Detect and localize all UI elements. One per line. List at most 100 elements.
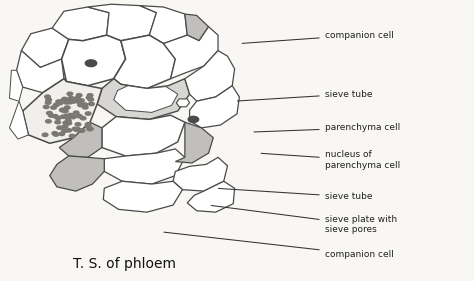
Polygon shape bbox=[50, 156, 104, 191]
Polygon shape bbox=[114, 35, 175, 89]
Circle shape bbox=[63, 121, 69, 124]
Polygon shape bbox=[187, 181, 235, 212]
Circle shape bbox=[85, 124, 91, 128]
Circle shape bbox=[64, 99, 70, 102]
Circle shape bbox=[60, 108, 65, 112]
Circle shape bbox=[66, 129, 72, 132]
Circle shape bbox=[88, 98, 93, 101]
Polygon shape bbox=[176, 99, 190, 107]
Polygon shape bbox=[164, 27, 218, 79]
Circle shape bbox=[55, 116, 61, 120]
Circle shape bbox=[87, 127, 93, 131]
Circle shape bbox=[59, 132, 64, 135]
Circle shape bbox=[57, 126, 63, 129]
Circle shape bbox=[48, 114, 54, 117]
Text: sieve tube: sieve tube bbox=[219, 189, 372, 201]
Circle shape bbox=[89, 102, 94, 106]
Polygon shape bbox=[103, 181, 182, 212]
Circle shape bbox=[60, 99, 65, 103]
Circle shape bbox=[79, 129, 85, 132]
Polygon shape bbox=[102, 115, 185, 156]
Text: companion cell: companion cell bbox=[242, 31, 393, 43]
Text: sieve tube: sieve tube bbox=[237, 90, 372, 101]
Polygon shape bbox=[173, 157, 228, 191]
Circle shape bbox=[74, 96, 80, 100]
Circle shape bbox=[46, 120, 51, 123]
Polygon shape bbox=[9, 70, 23, 101]
Circle shape bbox=[65, 116, 71, 119]
Polygon shape bbox=[97, 79, 190, 119]
Circle shape bbox=[43, 105, 49, 108]
Circle shape bbox=[64, 106, 70, 109]
Circle shape bbox=[85, 123, 91, 126]
Circle shape bbox=[60, 108, 65, 112]
Circle shape bbox=[82, 103, 88, 106]
Circle shape bbox=[79, 99, 84, 102]
Circle shape bbox=[85, 60, 97, 67]
Circle shape bbox=[51, 106, 56, 109]
Text: T. S. of phloem: T. S. of phloem bbox=[73, 257, 176, 271]
Circle shape bbox=[65, 119, 71, 123]
Circle shape bbox=[62, 97, 67, 101]
Text: sieve plate with
sieve pores: sieve plate with sieve pores bbox=[211, 205, 397, 235]
Text: parenchyma cell: parenchyma cell bbox=[254, 123, 400, 132]
Circle shape bbox=[88, 127, 93, 131]
Circle shape bbox=[66, 121, 72, 125]
Circle shape bbox=[72, 127, 78, 131]
Circle shape bbox=[46, 111, 52, 115]
Circle shape bbox=[64, 101, 69, 104]
Polygon shape bbox=[114, 86, 178, 112]
Circle shape bbox=[73, 111, 79, 114]
Circle shape bbox=[55, 121, 61, 124]
Circle shape bbox=[67, 100, 73, 103]
Polygon shape bbox=[59, 122, 102, 157]
Circle shape bbox=[42, 133, 48, 137]
Circle shape bbox=[77, 129, 83, 132]
Circle shape bbox=[68, 114, 73, 117]
Circle shape bbox=[76, 114, 82, 118]
Circle shape bbox=[78, 103, 83, 107]
Circle shape bbox=[45, 95, 50, 98]
Circle shape bbox=[64, 114, 69, 118]
Circle shape bbox=[86, 96, 92, 99]
Circle shape bbox=[52, 115, 58, 118]
Circle shape bbox=[56, 100, 62, 103]
Circle shape bbox=[53, 133, 59, 136]
Polygon shape bbox=[17, 51, 64, 93]
Circle shape bbox=[67, 92, 73, 96]
Polygon shape bbox=[88, 4, 156, 41]
Circle shape bbox=[52, 132, 57, 135]
Circle shape bbox=[46, 98, 52, 101]
Circle shape bbox=[60, 115, 66, 119]
Circle shape bbox=[188, 116, 199, 123]
Circle shape bbox=[74, 127, 80, 131]
Polygon shape bbox=[62, 35, 126, 86]
Circle shape bbox=[80, 117, 86, 120]
Circle shape bbox=[67, 101, 73, 104]
Polygon shape bbox=[52, 7, 109, 41]
Circle shape bbox=[62, 129, 67, 132]
Circle shape bbox=[68, 96, 74, 100]
Circle shape bbox=[75, 123, 81, 126]
Polygon shape bbox=[23, 79, 102, 143]
Polygon shape bbox=[21, 28, 69, 67]
Text: nucleus of
parenchyma cell: nucleus of parenchyma cell bbox=[261, 150, 400, 170]
Polygon shape bbox=[190, 86, 239, 128]
Polygon shape bbox=[185, 51, 235, 101]
Polygon shape bbox=[104, 149, 185, 184]
Circle shape bbox=[82, 106, 88, 109]
Circle shape bbox=[71, 100, 76, 103]
Polygon shape bbox=[185, 14, 209, 41]
Circle shape bbox=[46, 101, 51, 104]
Circle shape bbox=[76, 94, 82, 97]
Circle shape bbox=[74, 128, 80, 132]
Circle shape bbox=[69, 134, 75, 138]
Polygon shape bbox=[175, 122, 213, 163]
Circle shape bbox=[87, 94, 93, 97]
Circle shape bbox=[85, 112, 91, 115]
Polygon shape bbox=[140, 6, 187, 44]
Circle shape bbox=[62, 125, 68, 128]
Text: companion cell: companion cell bbox=[164, 232, 393, 259]
Circle shape bbox=[57, 101, 63, 105]
Circle shape bbox=[64, 99, 70, 103]
